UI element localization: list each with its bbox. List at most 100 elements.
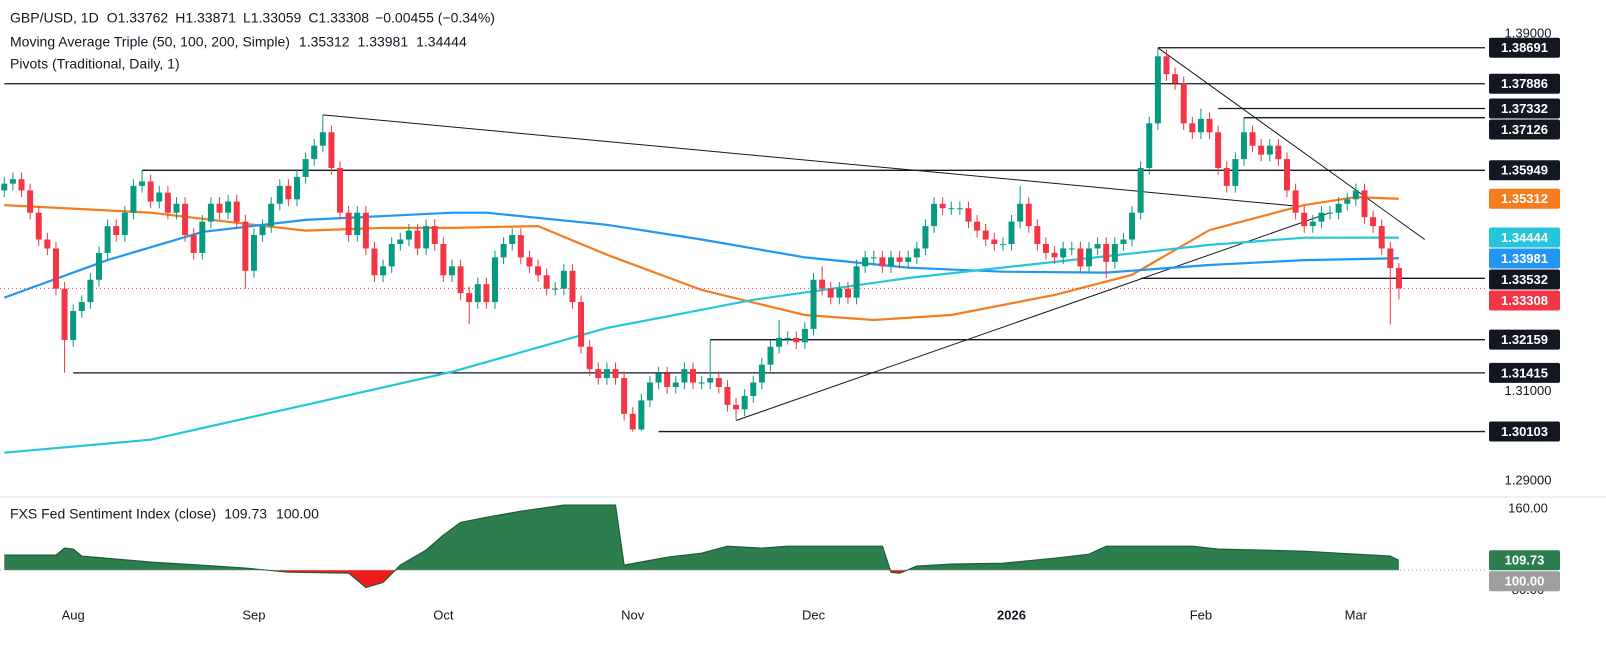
- candle-body: [603, 369, 610, 379]
- candle-body: [27, 190, 34, 213]
- candle-body: [1206, 118, 1213, 133]
- candle-body: [517, 235, 524, 258]
- candle-body: [560, 270, 567, 289]
- candle-body: [974, 221, 981, 231]
- candle-body: [767, 346, 774, 365]
- candle-body: [939, 203, 946, 209]
- candle-body: [595, 369, 602, 379]
- candle-body: [182, 203, 189, 236]
- price-label: 1.37886: [1501, 76, 1548, 91]
- candle-body: [819, 279, 826, 289]
- candle-body: [698, 382, 705, 384]
- candle-body: [1172, 74, 1179, 84]
- legend-text: L: [243, 10, 251, 26]
- candle-body: [294, 176, 300, 200]
- candle-body: [586, 346, 593, 370]
- candle-body: [664, 373, 671, 387]
- candle-body: [1292, 190, 1299, 213]
- price-label-box: [1489, 269, 1560, 290]
- candle-body: [121, 212, 128, 236]
- candle-body: [655, 373, 662, 383]
- price-label: 1.35949: [1501, 163, 1548, 178]
- candle-body: [380, 266, 387, 276]
- candle-body: [405, 230, 412, 240]
- trend-line: [1157, 47, 1426, 240]
- candle-body: [1335, 203, 1342, 213]
- legend-text: Pivots (Traditional, Daily, 1): [10, 56, 180, 72]
- candle-body: [1275, 145, 1282, 160]
- candle-body: [440, 243, 447, 276]
- x-tick-label: Dec: [802, 607, 826, 622]
- candle-body: [268, 203, 275, 227]
- candle-body: [1301, 212, 1308, 227]
- price-label-box: [1489, 98, 1560, 119]
- candle-body: [431, 226, 438, 244]
- candle-body: [1120, 239, 1127, 244]
- candle-body: [233, 201, 240, 222]
- candle-body: [207, 203, 214, 222]
- candle-body: [457, 266, 464, 294]
- candle-body: [1387, 248, 1394, 269]
- candle-body: [96, 252, 102, 280]
- candle-body: [104, 226, 111, 253]
- y-tick-label: 1.39000: [1505, 25, 1552, 40]
- candle-body: [965, 208, 972, 222]
- candle-body: [931, 203, 938, 227]
- legend-text: 1.33981: [358, 34, 409, 50]
- candle-body: [147, 181, 154, 202]
- legend-text: FXS Fed Sentiment Index (close): [10, 506, 216, 522]
- legend-text: GBP/USD, 1D: [10, 10, 99, 26]
- price-label: 1.33308: [1501, 293, 1548, 308]
- candle-body: [311, 145, 318, 160]
- candle-body: [1258, 145, 1265, 155]
- candle-body: [78, 302, 85, 312]
- candle-body: [1266, 145, 1273, 155]
- legend-text: 1.35312: [299, 34, 350, 50]
- candle-body: [1025, 203, 1032, 227]
- candle-body: [1051, 252, 1058, 258]
- price-label-box: [1489, 290, 1560, 311]
- candle-body: [87, 279, 94, 303]
- candle-body: [535, 266, 542, 276]
- candle-body: [423, 226, 430, 249]
- candle-body: [345, 212, 352, 236]
- candle-body: [319, 132, 326, 146]
- price-label-box: [1489, 362, 1560, 383]
- candle-body: [836, 288, 843, 298]
- moving-average-line: [4, 195, 1399, 322]
- legend-text: Moving Average Triple (50, 100, 200, Sim…: [10, 34, 290, 50]
- price-label: 1.32159: [1501, 332, 1548, 347]
- candle-body: [130, 185, 137, 213]
- price-label: 1.34444: [1501, 230, 1549, 245]
- candle-body: [337, 168, 344, 213]
- candle-body: [492, 257, 498, 303]
- x-tick-label: Nov: [621, 607, 645, 622]
- candle-body: [1017, 203, 1024, 222]
- candle-body: [724, 386, 731, 405]
- candle-body: [913, 248, 920, 258]
- legend-text: 1.33871: [185, 10, 236, 26]
- candle-body: [1309, 221, 1316, 227]
- sentiment-tick-label: 160.00: [1508, 501, 1548, 516]
- candle-body: [225, 201, 232, 213]
- candle-body: [1215, 132, 1222, 169]
- candle-body: [758, 364, 765, 383]
- candle-body: [302, 159, 309, 177]
- sentiment-area-below: [267, 570, 907, 588]
- candle-body: [259, 226, 266, 236]
- price-label: 1.38691: [1501, 40, 1548, 55]
- overlay: 1.39000 1.31000 1.29000 Aug Sep Oct Nov Dec 2026…: [10, 10, 1560, 622]
- price-label: 1.31415: [1501, 365, 1548, 380]
- candle-body: [1077, 248, 1084, 267]
- candle-body: [1180, 83, 1187, 124]
- candle-body: [1232, 159, 1239, 186]
- candle-body: [578, 302, 585, 347]
- legend-text: C: [308, 10, 318, 26]
- moving-average-line: [3, 211, 1399, 299]
- trend-line: [322, 114, 1296, 207]
- legend-text: O: [107, 10, 118, 26]
- candle-body: [888, 257, 894, 267]
- candle-body: [242, 221, 249, 271]
- candle-body: [500, 243, 507, 258]
- candle-body: [707, 378, 714, 383]
